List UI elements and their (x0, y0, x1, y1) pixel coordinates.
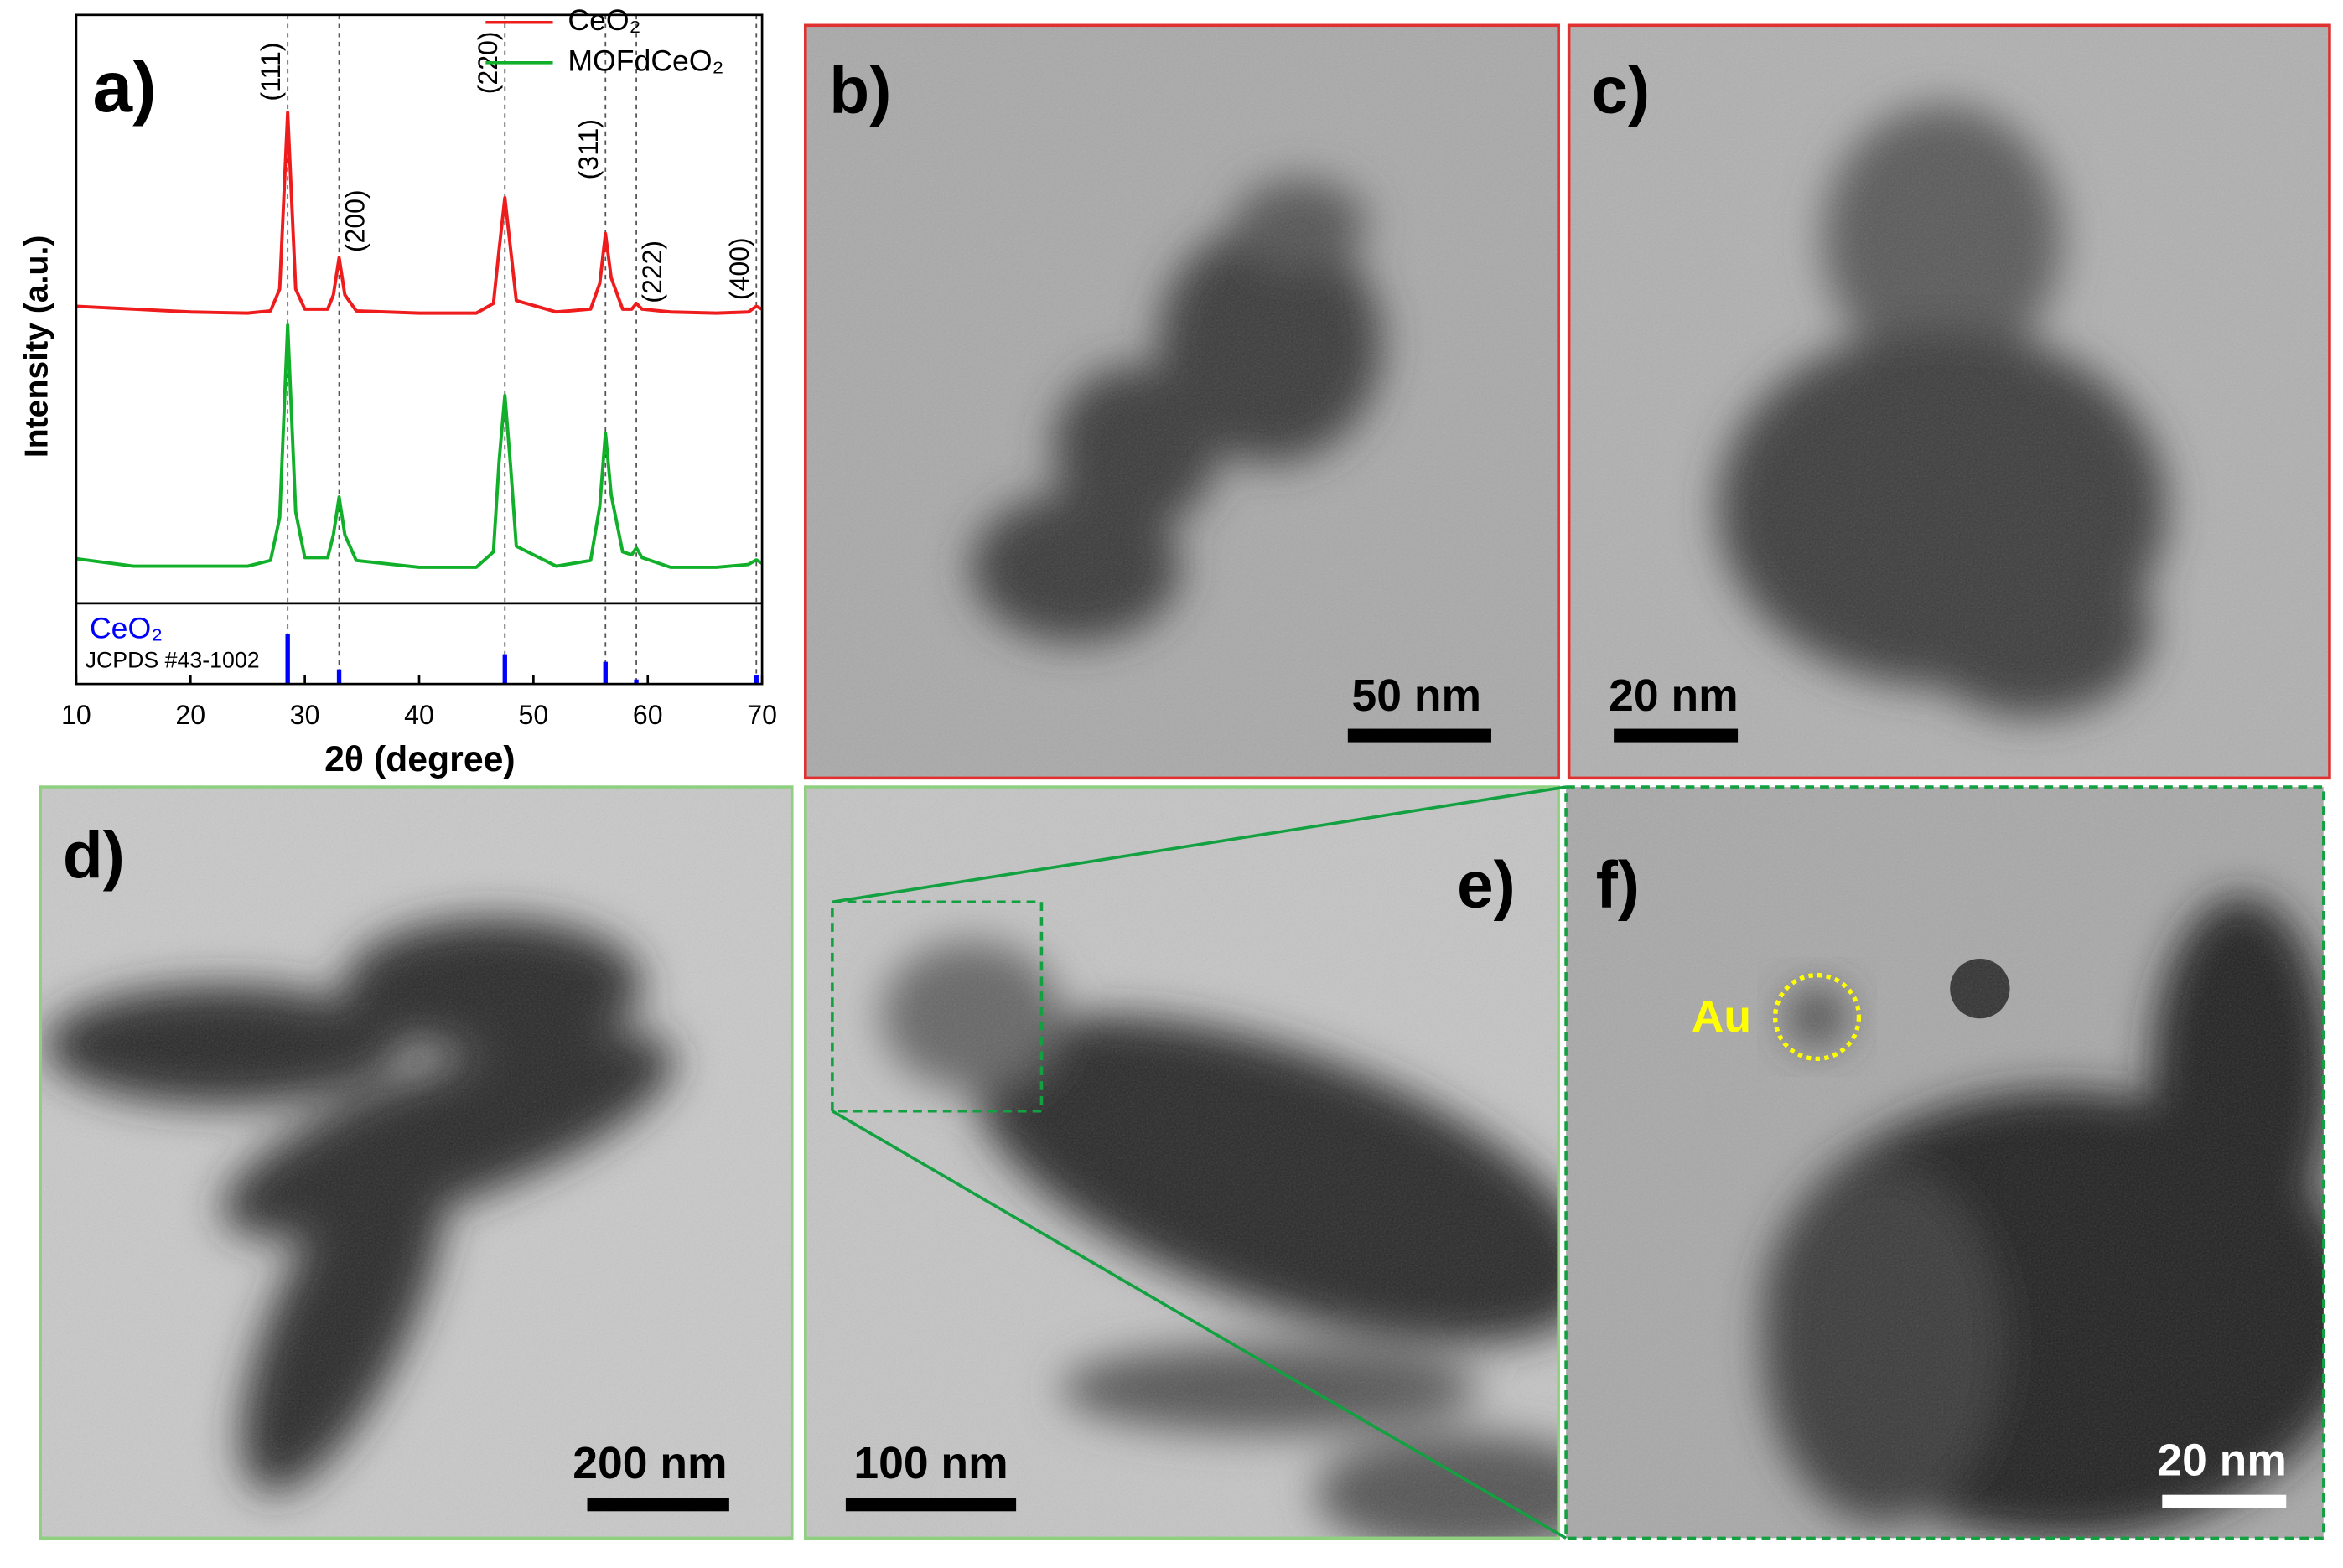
peak-label: (200) (340, 189, 370, 252)
peak-label: (311) (573, 119, 604, 179)
scale-bar-label: 50 nm (1352, 671, 1482, 721)
y-axis-label: Intensity (a.u.) (19, 235, 55, 458)
x-tick-label: 70 (747, 700, 777, 730)
scale-bar-label: 20 nm (1609, 671, 1739, 721)
x-tick-label: 40 (404, 700, 434, 730)
peak-label: (222) (637, 241, 667, 303)
chart-title: a) (93, 48, 157, 127)
tem-image-b (805, 25, 1559, 779)
xrd-chart: a) 2θ (degree) Intensity (a.u.) (111) (20… (19, 3, 777, 779)
x-axis-label: 2θ (degree) (324, 739, 516, 779)
legend-label: MOFdCeO₂ (568, 44, 723, 77)
scale-bar-label: 100 nm (853, 1439, 1008, 1488)
x-tick-label: 20 (175, 700, 205, 730)
scale-bar-label: 20 nm (2157, 1436, 2287, 1485)
tem-image-c (1568, 25, 2330, 779)
panel-border (803, 785, 1560, 1540)
panel-label: f) (1596, 848, 1640, 922)
panel-border (803, 23, 1560, 780)
panel-border (1564, 785, 2325, 1540)
panel-label: b) (829, 54, 891, 127)
x-tick-label: 50 (519, 700, 549, 730)
scale-bar (845, 1498, 1017, 1512)
series-line (75, 323, 764, 569)
plot-frame (75, 13, 764, 686)
panel-label: d) (63, 818, 125, 892)
reference-name: CeO₂ (90, 611, 163, 644)
scale-bar (587, 1498, 729, 1512)
scale-bar (2162, 1494, 2287, 1508)
annotation: Au (1692, 992, 1751, 1042)
peak-label: (111) (256, 42, 286, 101)
reference-label: JCPDS #43-1002 (86, 647, 260, 672)
panel-label: c) (1591, 54, 1650, 127)
scale-bar (1614, 728, 1739, 743)
scale-bar-label: 200 nm (573, 1439, 727, 1488)
legend-label: CeO₂ (568, 3, 640, 37)
series-line (75, 111, 763, 315)
scale-bar (1347, 728, 1491, 743)
x-tick-label: 60 (633, 700, 663, 730)
tem-image-d (40, 787, 792, 1539)
x-tick-label: 30 (290, 700, 320, 730)
zoom-line (832, 785, 1567, 904)
x-tick-label: 10 (61, 700, 91, 730)
au-circle (1772, 972, 1862, 1062)
peak-label: (400) (724, 237, 754, 300)
tem-image-f (1566, 787, 2324, 1539)
panel-border (39, 785, 794, 1540)
panel-border (1567, 23, 2331, 780)
panel-label: e) (1457, 848, 1516, 922)
zoom-line (831, 1110, 1567, 1540)
tem-image-e (805, 787, 1559, 1539)
